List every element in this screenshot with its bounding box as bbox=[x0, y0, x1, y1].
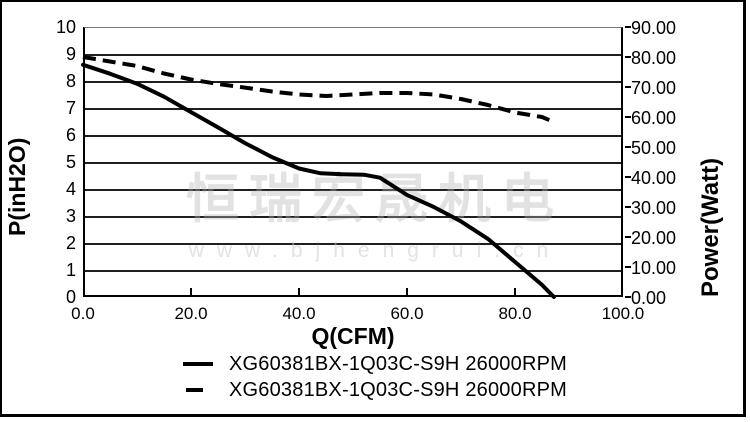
solid-line-swatch-icon bbox=[182, 362, 213, 366]
gridline bbox=[85, 54, 621, 56]
legend-inner: XG60381BX-1Q03C-S9H 26000RPM XG60381BX-1… bbox=[182, 351, 567, 403]
x-axis-tick-mark bbox=[406, 288, 408, 295]
left-axis-tick-label: 0 bbox=[65, 287, 76, 307]
right-axis-tick-label: 50.00 bbox=[631, 138, 677, 158]
left-axis-tick-label: 6 bbox=[65, 125, 76, 145]
right-axis-tick-mark bbox=[625, 26, 631, 28]
legend: XG60381BX-1Q03C-S9H 26000RPM XG60381BX-1… bbox=[0, 351, 750, 403]
gridline bbox=[85, 81, 621, 83]
left-axis-tick-label: 9 bbox=[65, 44, 76, 64]
right-axis-tick-mark bbox=[625, 116, 631, 118]
right-axis-title: Power(Watt) bbox=[697, 157, 724, 297]
legend-label: XG60381BX-1Q03C-S9H 26000RPM bbox=[228, 378, 567, 401]
right-axis-tick-mark bbox=[625, 86, 631, 88]
left-axis-title: P(inH2O) bbox=[4, 137, 30, 237]
curves-layer bbox=[81, 55, 556, 299]
x-axis-tick-label: 0.0 bbox=[71, 304, 95, 323]
legend-item-solid: XG60381BX-1Q03C-S9H 26000RPM bbox=[182, 351, 567, 377]
solid-curve bbox=[81, 62, 556, 299]
gridline bbox=[85, 270, 621, 272]
right-axis-tick-label: 60.00 bbox=[631, 108, 677, 128]
right-axis-tick-label: 90.00 bbox=[631, 18, 677, 38]
dashed-curve bbox=[82, 55, 554, 124]
gridline bbox=[85, 135, 621, 137]
x-axis-tick-label: 100.0 bbox=[601, 304, 645, 323]
right-axis-tick-mark bbox=[625, 206, 631, 208]
dashed-line-swatch-icon bbox=[185, 388, 203, 392]
right-axis-tick-mark bbox=[625, 236, 631, 238]
gridline bbox=[85, 162, 621, 164]
gridline bbox=[85, 108, 621, 110]
right-axis-tick-mark bbox=[625, 56, 631, 58]
left-axis-tick-label: 5 bbox=[65, 152, 76, 172]
right-axis-tick-label: 20.00 bbox=[631, 228, 677, 248]
left-axis-tick-label: 4 bbox=[65, 179, 76, 199]
x-axis-tick-label: 60.0 bbox=[390, 304, 424, 323]
gridline bbox=[85, 189, 621, 191]
legend-label: XG60381BX-1Q03C-S9H 26000RPM bbox=[228, 352, 567, 375]
x-axis-tick-label: 20.0 bbox=[174, 304, 208, 323]
left-axis-tick-label: 2 bbox=[65, 233, 76, 253]
x-axis-tick-mark bbox=[190, 288, 192, 295]
x-axis-tick-mark bbox=[514, 288, 516, 295]
right-axis-tick-mark bbox=[625, 296, 631, 298]
x-axis-tick-label: 80.0 bbox=[498, 304, 532, 323]
right-axis-tick-label: 10.00 bbox=[631, 258, 677, 278]
legend-item-dashed: XG60381BX-1Q03C-S9H 26000RPM bbox=[183, 377, 567, 403]
right-axis-tick-label: 40.00 bbox=[631, 168, 677, 188]
right-axis-tick-mark bbox=[625, 146, 631, 148]
right-axis-tick-label: 30.00 bbox=[631, 198, 677, 218]
right-axis-tick-mark bbox=[625, 266, 631, 268]
right-axis-tick-mark bbox=[625, 176, 631, 178]
left-axis-tick-label: 7 bbox=[65, 98, 76, 118]
left-axis-tick-label: 1 bbox=[65, 260, 76, 280]
plot-area bbox=[83, 27, 623, 297]
left-axis-tick-label: 8 bbox=[65, 71, 76, 91]
x-axis-title: Q(CFM) bbox=[311, 323, 395, 349]
x-axis-tick-label: 40.0 bbox=[282, 304, 316, 323]
left-axis-tick-label: 3 bbox=[65, 206, 76, 226]
right-axis-tick-label: 80.00 bbox=[631, 48, 677, 68]
legend-swatch-box bbox=[182, 362, 220, 366]
gridline bbox=[85, 243, 621, 245]
left-axis-tick-label: 10 bbox=[55, 17, 76, 37]
gridline bbox=[85, 216, 621, 218]
right-axis-tick-label: 70.00 bbox=[631, 78, 677, 98]
right-axis-tick-label: 0.00 bbox=[631, 288, 667, 308]
legend-swatch-box bbox=[183, 388, 220, 392]
x-axis-tick-mark bbox=[298, 288, 300, 295]
